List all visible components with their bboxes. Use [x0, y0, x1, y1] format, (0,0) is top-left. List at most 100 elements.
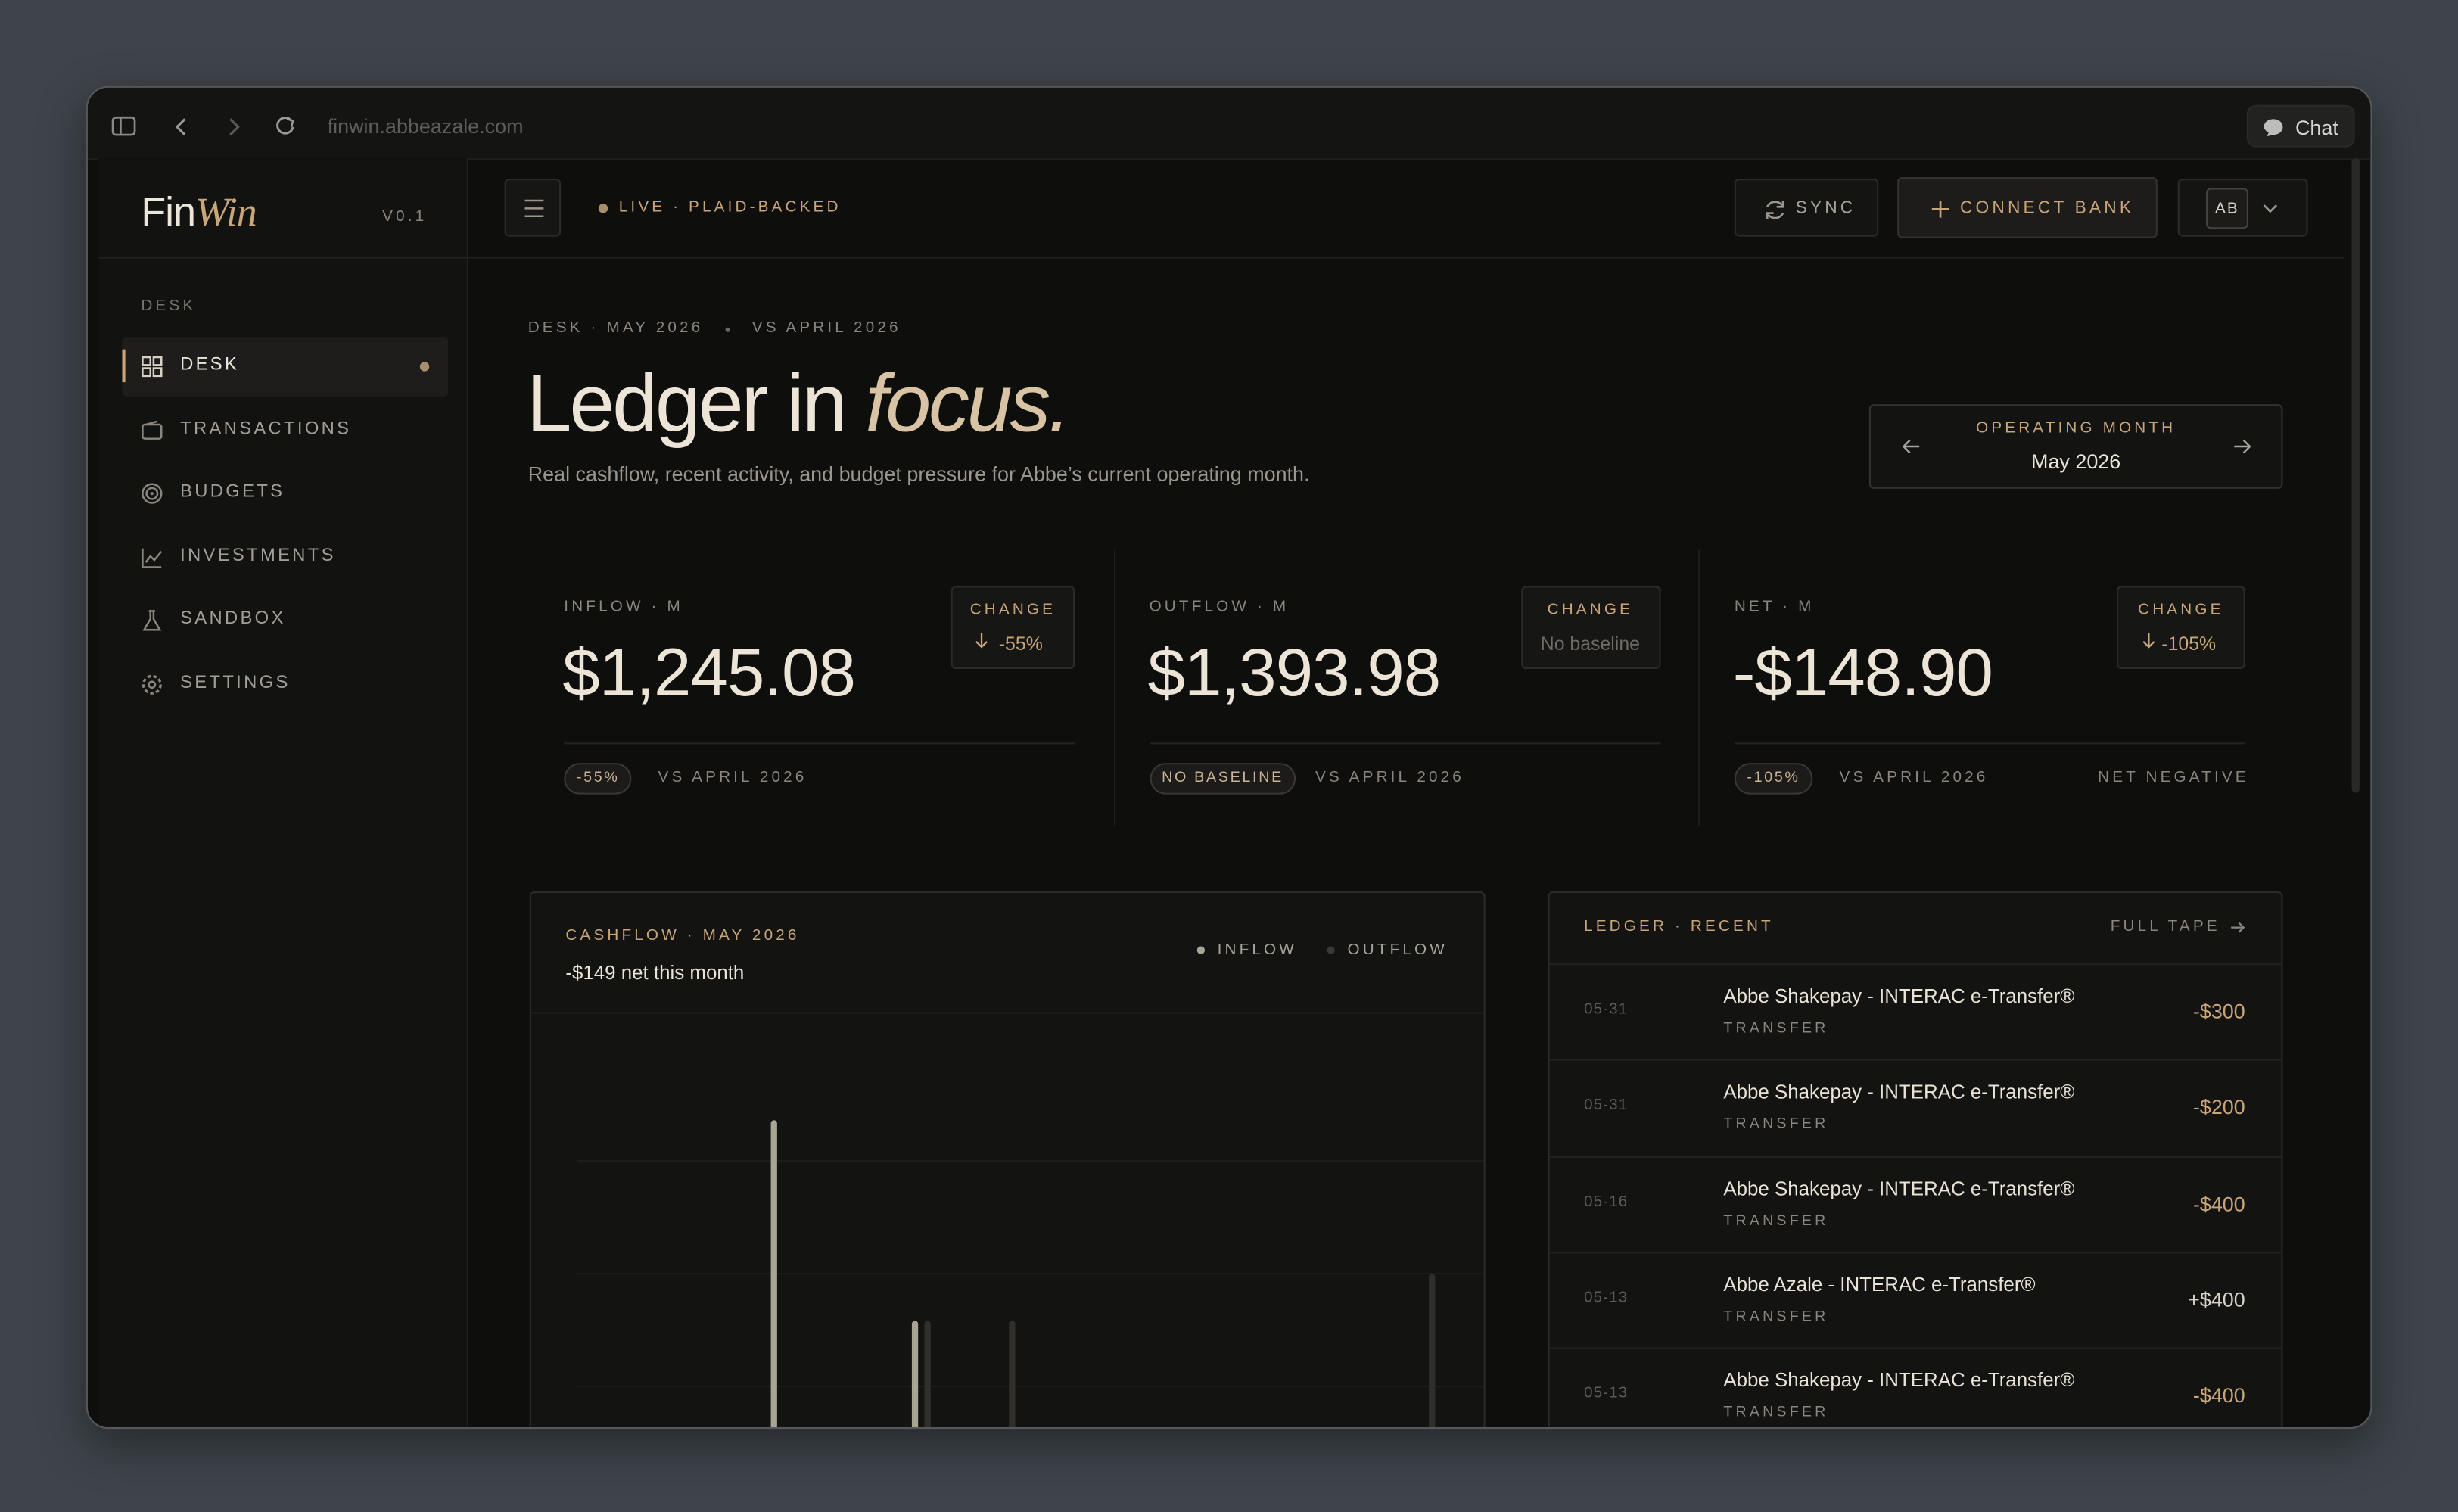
kpi-change-label: CHANGE — [969, 601, 1056, 619]
kpi-compare: VS APRIL 2026 — [658, 769, 807, 787]
kpi-rule — [1734, 742, 2245, 745]
txn-amount: -$300 — [2192, 999, 2245, 1023]
kpi-change-value: No baseline — [1540, 633, 1640, 655]
nav-section: DESK — [141, 297, 197, 316]
txn-category: TRANSFER — [1723, 1308, 1829, 1326]
txn-amount: +$400 — [2188, 1287, 2245, 1311]
link-arrow — [2231, 922, 2245, 933]
kpi-change: CHANGE No baseline — [1520, 586, 1660, 670]
txn-date: 05-31 — [1584, 1000, 1629, 1019]
status-dot — [598, 204, 608, 213]
outflow-bar — [924, 1321, 931, 1428]
legend-inflow: INFLOW — [1217, 941, 1297, 960]
full-tape-link[interactable]: FULL TAPE — [2110, 918, 2220, 935]
cashflow-title: CASHFLOW · MAY 2026 — [565, 927, 800, 945]
avatar: AB — [2205, 188, 2248, 229]
divider — [98, 257, 467, 259]
nav-item[interactable]: INVESTMENTS — [180, 546, 336, 565]
legend-swatch-outflow — [1327, 946, 1335, 954]
sync-button[interactable]: SYNC — [1734, 179, 1879, 237]
chart-grid — [576, 1160, 1484, 1388]
txn-amount: -$400 — [2192, 1191, 2245, 1215]
legend-outflow: OUTFLOW — [1347, 941, 1448, 960]
eyebrow-separator — [725, 327, 730, 332]
kpi-divider — [1112, 549, 1115, 826]
outflow-bar — [1009, 1321, 1016, 1428]
nav-icon — [142, 419, 163, 440]
kpi-label: NET · M — [1734, 598, 1815, 616]
kpi-compare: VS APRIL 2026 — [1839, 769, 1989, 787]
status: LIVE · PLAID-BACKED — [618, 198, 842, 216]
browser-controls[interactable] — [111, 114, 315, 139]
logo-suffix: Win — [195, 189, 257, 235]
kpi-change-label: CHANGE — [1547, 601, 1634, 619]
txn-category: TRANSFER — [1723, 1019, 1829, 1038]
row-divider — [1549, 963, 2282, 966]
title-emphasis: focus. — [865, 359, 1071, 450]
kpi-pill: -105% — [1734, 763, 1813, 794]
nav-item[interactable]: SETTINGS — [180, 674, 291, 693]
kpi-rule — [1149, 742, 1660, 745]
row-divider — [1549, 1059, 2282, 1062]
legend-swatch-inflow — [1196, 946, 1206, 954]
txn-name[interactable]: Abbe Shakepay - INTERAC e-Transfer® — [1723, 1369, 2075, 1392]
chat-button[interactable]: Chat — [2246, 104, 2355, 148]
kpi-change: CHANGE -105% — [2116, 586, 2245, 670]
nav-active-accent — [122, 349, 126, 383]
cashflow-subtitle: -$149 net this month — [565, 962, 745, 985]
inflow-bar — [770, 1120, 777, 1428]
cashflow-panel — [529, 891, 1486, 1428]
eyebrow-compare: VS APRIL 2026 — [751, 319, 901, 338]
topbar-divider — [466, 257, 2344, 259]
txn-amount: -$200 — [2192, 1095, 2245, 1119]
nav-active-dot — [419, 362, 430, 372]
month-picker[interactable]: OPERATING MONTH May 2026 — [1868, 404, 2283, 489]
txn-date: 05-16 — [1584, 1193, 1629, 1211]
kpi-change-value: -105% — [2161, 633, 2217, 655]
menu-button[interactable] — [504, 179, 562, 237]
down-arrow — [2142, 633, 2155, 649]
txn-name[interactable]: Abbe Shakepay - INTERAC e-Transfer® — [1723, 1081, 2075, 1104]
menu-icon — [524, 199, 544, 217]
chevron — [2263, 204, 2278, 213]
sync-icon — [1766, 200, 1784, 219]
row-divider — [1549, 1251, 2282, 1254]
month-label: OPERATING MONTH — [1976, 419, 2176, 437]
txn-date: 05-31 — [1584, 1097, 1629, 1115]
connect-bank-button[interactable]: CONNECT BANK — [1897, 176, 2158, 238]
version: V0.1 — [382, 208, 428, 226]
txn-name[interactable]: Abbe Shakepay - INTERAC e-Transfer® — [1723, 1178, 2075, 1200]
nav-icon — [142, 483, 163, 505]
next-month[interactable] — [2232, 439, 2251, 455]
browser-window: finwin.abbeazale.com Chat FinWin V0.1 DE… — [86, 86, 2372, 1430]
kpi-note: NET NEGATIVE — [2098, 769, 2249, 787]
txn-name[interactable]: Abbe Shakepay - INTERAC e-Transfer® — [1723, 985, 2075, 1008]
url[interactable]: finwin.abbeazale.com — [327, 114, 524, 138]
page-subtitle: Real cashflow, recent activity, and budg… — [527, 462, 1310, 486]
account-menu[interactable]: AB — [2177, 179, 2308, 237]
nav-icon — [142, 610, 162, 632]
kpi-label: INFLOW · M — [564, 598, 683, 616]
nav-item[interactable]: BUDGETS — [180, 483, 285, 502]
scrollbar — [2351, 158, 2360, 793]
logo[interactable]: FinWin — [141, 189, 257, 235]
nav-icon — [142, 674, 162, 695]
kpi-pill: NO BASELINE — [1149, 763, 1296, 794]
nav-item[interactable]: DESK — [180, 355, 240, 375]
txn-name[interactable]: Abbe Azale - INTERAC e-Transfer® — [1723, 1273, 2036, 1296]
kpi-change: CHANGE -55% — [951, 586, 1075, 670]
kpi-value: $1,393.98 — [1147, 636, 1441, 711]
row-divider — [1549, 1156, 2282, 1158]
chat-icon — [2264, 119, 2283, 137]
sync-label: SYNC — [1795, 198, 1856, 218]
prev-month[interactable] — [1902, 439, 1921, 455]
nav-item[interactable]: SANDBOX — [180, 610, 286, 629]
txn-date: 05-13 — [1584, 1289, 1629, 1307]
kpi-compare: VS APRIL 2026 — [1315, 769, 1464, 787]
avatar-initials: AB — [2215, 200, 2239, 218]
kpi-label: OUTFLOW · M — [1149, 598, 1290, 616]
kpi-rule — [564, 742, 1075, 745]
nav-item[interactable]: TRANSACTIONS — [180, 418, 352, 438]
